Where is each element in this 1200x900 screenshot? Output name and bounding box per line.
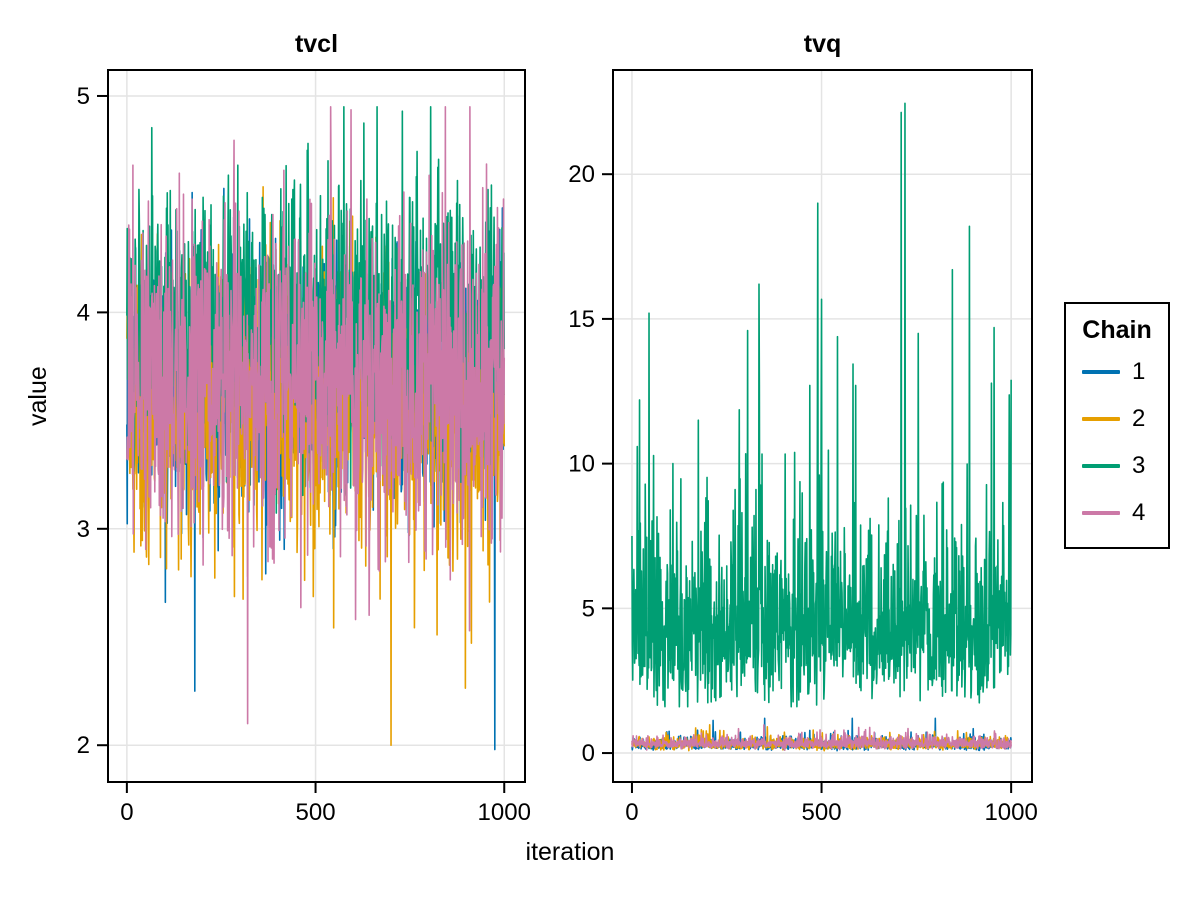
x-tick-label: 1000 (984, 799, 1037, 826)
x-tick-label: 0 (120, 799, 133, 826)
y-tick-label: 20 (568, 161, 595, 188)
x-tick-label: 1000 (478, 799, 531, 826)
y-tick-label: 0 (582, 740, 595, 767)
trace-tvcl-chain-4 (126, 105, 506, 725)
legend-item-label: 4 (1132, 498, 1146, 526)
y-tick-label: 3 (77, 516, 90, 543)
x-tick-label: 500 (802, 799, 842, 826)
chain-3-line-swatch (1082, 463, 1120, 468)
chain-1-line-swatch (1082, 369, 1120, 374)
x-tick-label: 500 (296, 799, 336, 826)
legend-item-label: 1 (1132, 357, 1146, 385)
y-tick-label: 15 (568, 306, 595, 333)
y-tick-label: 4 (77, 299, 90, 326)
y-tick-label: 2 (77, 732, 90, 759)
x-axis-label: iteration (525, 838, 615, 866)
y-tick-label: 5 (582, 595, 595, 622)
chain-2-line-swatch (1082, 416, 1120, 421)
panel-title-tvcl: tvcl (294, 30, 339, 58)
panel-traces-tvq (631, 102, 1012, 752)
legend-item-label: 3 (1132, 451, 1146, 479)
y-tick-label: 10 (568, 451, 595, 478)
chain-legend: Chain 1 2 3 4 (1064, 302, 1170, 549)
panel-title-tvq: tvq (803, 30, 842, 58)
legend-item-chain-1: 1 (1066, 348, 1168, 395)
trace-tvq-chain-3 (631, 102, 1012, 708)
panel-traces-tvcl (126, 105, 506, 751)
x-tick-label: 0 (625, 799, 638, 826)
legend-item-chain-4: 4 (1066, 489, 1168, 536)
chain-4-line-swatch (1082, 510, 1120, 515)
trace-tvq-chain-4 (631, 724, 1012, 751)
legend-item-chain-3: 3 (1066, 442, 1168, 489)
legend-item-label: 2 (1132, 404, 1146, 432)
legend-item-chain-2: 2 (1066, 395, 1168, 442)
y-tick-label: 5 (77, 83, 90, 110)
legend-title: Chain (1082, 316, 1152, 344)
